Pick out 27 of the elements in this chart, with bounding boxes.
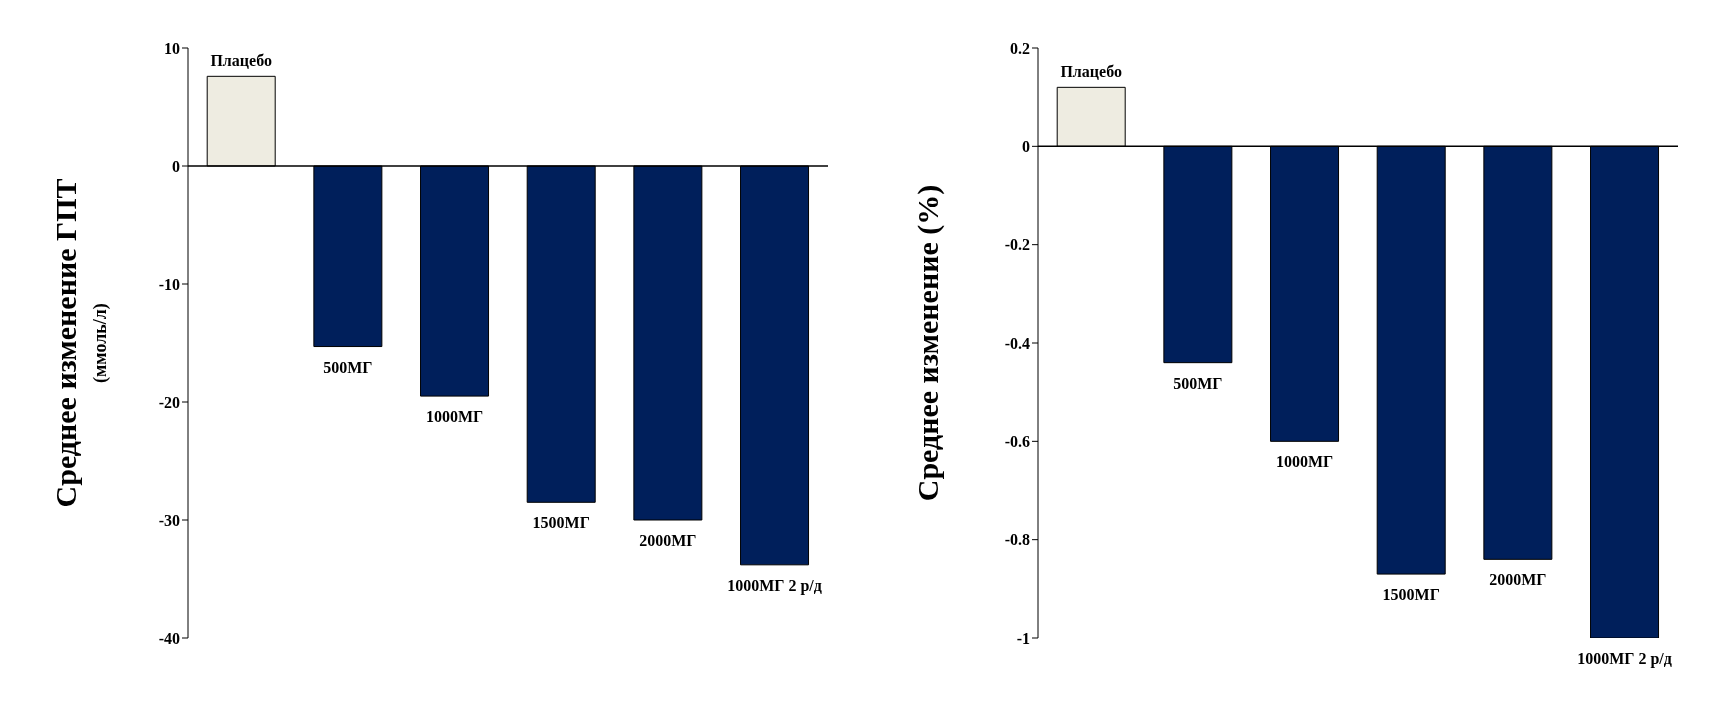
x-tick-label: 1500МГ	[1382, 586, 1440, 604]
x-tick-label: 1000МГ	[1275, 453, 1334, 471]
y-axis-title: Среднее изменение (%)	[911, 184, 945, 502]
y-tick-label: -0.6	[1004, 433, 1030, 451]
y-tick-label: -20	[158, 393, 180, 411]
y-tick-label: -30	[158, 511, 180, 529]
y-tick-label: -0.2	[1004, 236, 1030, 254]
x-tick-label: 1000МГ 2 р/д	[1577, 650, 1672, 668]
x-tick-label: 1500МГ	[532, 514, 590, 532]
x-tick-label: 2000МГ	[639, 532, 697, 549]
x-tick-label: 1000МГ	[425, 408, 484, 426]
y-tick-label: 0	[172, 157, 180, 175]
x-tick-label: 2000МГ	[1489, 571, 1547, 589]
y-tick-label: -10	[158, 275, 180, 293]
x-tick-label: Плацебо	[1060, 63, 1122, 81]
y-tick-label: -0.8	[1004, 531, 1030, 549]
y-tick-label: 0	[1022, 138, 1030, 156]
x-tick-label: 1000МГ 2 р/д	[727, 576, 822, 595]
y-tick-label: -40	[158, 629, 180, 647]
x-tick-label: Плацебо	[210, 52, 272, 70]
y-tick-label: 10	[164, 39, 180, 57]
y-tick-label: -0.4	[1004, 334, 1030, 352]
y-tick-label: 0.2	[1010, 39, 1030, 57]
y-tick-label: -1	[1016, 629, 1030, 647]
y-axis-title: Среднее изменение ГПТ (ммоль/л)	[49, 178, 111, 508]
x-tick-label: 500МГ	[1173, 374, 1223, 392]
x-tick-label: 500МГ	[323, 358, 373, 376]
